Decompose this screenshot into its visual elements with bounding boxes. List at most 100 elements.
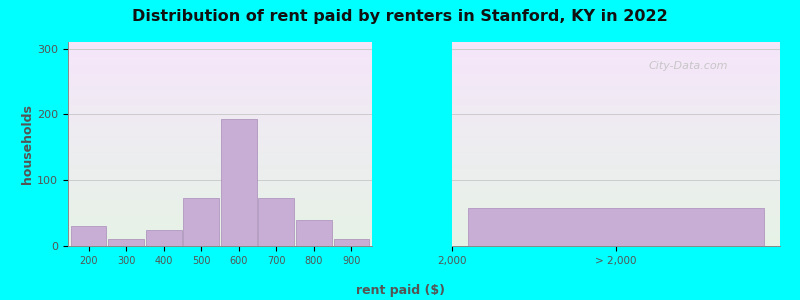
- Bar: [68, 81, 372, 82]
- Bar: [68, 191, 372, 192]
- Bar: [452, 83, 780, 84]
- Bar: [68, 99, 372, 100]
- Bar: [452, 56, 780, 57]
- Bar: [68, 190, 372, 191]
- Bar: [452, 118, 780, 119]
- Bar: [68, 78, 372, 79]
- Bar: [68, 97, 372, 98]
- Bar: [68, 167, 372, 169]
- Bar: [183, 198, 219, 246]
- Bar: [452, 206, 780, 207]
- Bar: [452, 138, 780, 139]
- Bar: [452, 68, 780, 70]
- Bar: [452, 76, 780, 77]
- Bar: [452, 67, 780, 68]
- Bar: [68, 50, 372, 51]
- Bar: [108, 239, 144, 246]
- Bar: [221, 119, 257, 246]
- Bar: [452, 177, 780, 178]
- Text: Distribution of rent paid by renters in Stanford, KY in 2022: Distribution of rent paid by renters in …: [132, 9, 668, 24]
- Bar: [68, 114, 372, 116]
- Bar: [68, 156, 372, 157]
- Bar: [452, 129, 780, 130]
- Bar: [452, 99, 780, 100]
- Bar: [452, 182, 780, 183]
- Bar: [452, 223, 780, 224]
- Bar: [452, 52, 780, 53]
- Bar: [452, 53, 780, 54]
- Bar: [68, 239, 372, 240]
- Bar: [452, 154, 780, 155]
- Bar: [452, 105, 780, 106]
- Bar: [68, 238, 372, 239]
- Bar: [452, 82, 780, 83]
- Bar: [68, 186, 372, 187]
- Bar: [68, 65, 372, 67]
- Bar: [68, 128, 372, 129]
- Bar: [452, 153, 780, 154]
- Bar: [68, 220, 372, 221]
- Bar: [68, 75, 372, 76]
- Bar: [68, 123, 372, 124]
- Bar: [452, 220, 780, 221]
- Bar: [68, 224, 372, 225]
- Bar: [452, 201, 780, 202]
- Bar: [68, 84, 372, 85]
- Bar: [452, 229, 780, 230]
- Bar: [452, 209, 780, 210]
- Bar: [452, 70, 780, 72]
- Bar: [68, 91, 372, 92]
- Bar: [452, 64, 780, 65]
- Bar: [68, 212, 372, 213]
- Bar: [452, 187, 780, 188]
- Bar: [452, 199, 780, 200]
- Bar: [68, 162, 372, 164]
- Bar: [452, 48, 780, 49]
- Bar: [68, 243, 372, 244]
- Bar: [452, 126, 780, 127]
- Bar: [68, 242, 372, 243]
- Bar: [68, 155, 372, 156]
- Bar: [452, 216, 780, 217]
- Bar: [68, 73, 372, 74]
- Bar: [452, 225, 780, 226]
- Bar: [68, 164, 372, 165]
- Bar: [68, 149, 372, 150]
- Bar: [68, 240, 372, 241]
- Bar: [68, 94, 372, 95]
- Bar: [452, 147, 780, 148]
- Bar: [68, 233, 372, 234]
- Bar: [68, 192, 372, 193]
- Bar: [452, 128, 780, 129]
- Bar: [452, 210, 780, 211]
- Bar: [452, 191, 780, 192]
- Bar: [452, 93, 780, 94]
- Bar: [452, 214, 780, 215]
- Bar: [452, 137, 780, 138]
- Bar: [452, 44, 780, 45]
- Bar: [68, 147, 372, 148]
- Bar: [452, 118, 780, 119]
- Bar: [452, 238, 780, 239]
- Bar: [68, 110, 372, 111]
- Bar: [68, 188, 372, 189]
- Bar: [68, 180, 372, 181]
- Bar: [68, 61, 372, 62]
- Bar: [68, 185, 372, 186]
- Bar: [68, 176, 372, 177]
- Bar: [452, 169, 780, 170]
- Bar: [68, 102, 372, 103]
- Bar: [68, 244, 372, 245]
- Bar: [452, 89, 780, 90]
- Bar: [452, 135, 780, 136]
- Bar: [68, 133, 372, 134]
- Bar: [68, 204, 372, 205]
- Bar: [68, 132, 372, 133]
- Bar: [68, 214, 372, 215]
- Bar: [452, 226, 780, 228]
- Bar: [452, 215, 780, 216]
- Bar: [452, 59, 780, 60]
- Bar: [68, 183, 372, 184]
- Bar: [452, 237, 780, 238]
- Bar: [452, 195, 780, 196]
